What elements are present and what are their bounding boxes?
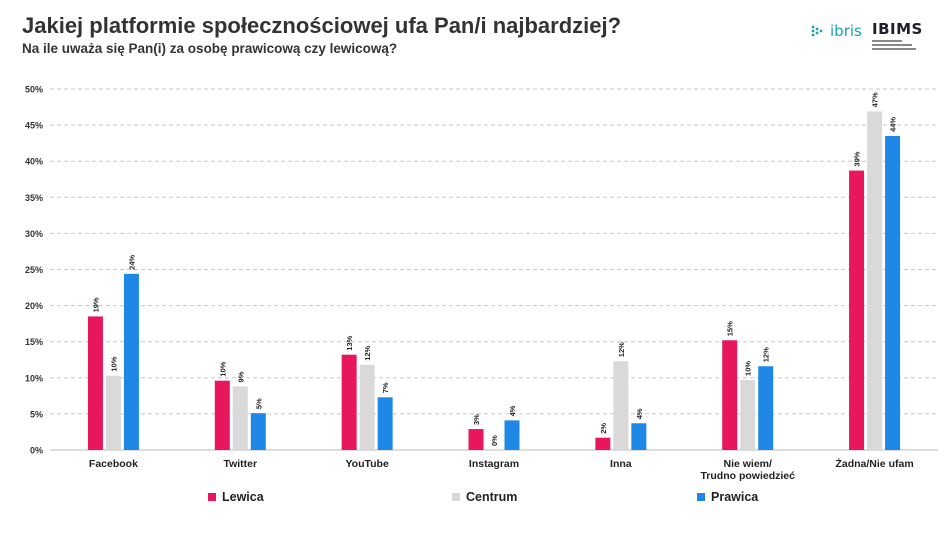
bar-prawica: [885, 135, 901, 450]
data-label: 9%: [236, 371, 245, 382]
y-tick-label: 45%: [25, 121, 43, 131]
bar-centrum: [740, 379, 756, 450]
bar-centrum: [359, 364, 375, 450]
data-label: 4%: [635, 408, 644, 419]
data-label: 13%: [345, 335, 354, 350]
legend-swatch: [452, 493, 460, 501]
y-tick-label: 35%: [25, 193, 43, 203]
legend-item-lewica: Lewica: [208, 490, 264, 504]
ibims-logo: IBIMS: [872, 20, 932, 50]
legend-label: Prawica: [711, 490, 759, 504]
ibris-dots-icon: [811, 25, 823, 37]
bar-prawica: [250, 413, 266, 450]
ibris-logo-text: ibris: [830, 22, 862, 40]
bar-lewica: [595, 437, 611, 450]
x-category-label: YouTube: [345, 458, 389, 470]
bar-prawica: [504, 420, 520, 450]
bar-lewica: [87, 316, 103, 450]
data-label: 39%: [853, 151, 862, 166]
x-category-label: Żadna/Nie ufam: [835, 457, 913, 470]
data-label: 44%: [889, 117, 898, 132]
legend-item-centrum: Centrum: [452, 490, 517, 504]
data-label: 5%: [254, 398, 263, 409]
legend-swatch: [208, 493, 216, 501]
x-category-label: Twitter: [223, 458, 257, 470]
data-label: 3%: [472, 414, 481, 425]
bar-lewica: [341, 354, 357, 450]
legend-label: Centrum: [466, 490, 518, 504]
y-tick-label: 25%: [25, 265, 43, 275]
data-label: 0%: [490, 435, 499, 446]
data-label: 12%: [762, 347, 771, 362]
x-category-label: Inna: [610, 458, 632, 470]
data-label: 10%: [744, 361, 753, 376]
x-category-label: Instagram: [469, 458, 519, 470]
bar-prawica: [377, 397, 393, 450]
bar-centrum: [613, 361, 629, 450]
data-label: 24%: [127, 254, 136, 269]
bar-centrum: [232, 386, 248, 450]
y-tick-label: 30%: [25, 229, 43, 239]
data-label: 2%: [599, 423, 608, 434]
legend-item-prawica: Prawica: [697, 490, 758, 504]
bar-centrum: [105, 375, 121, 450]
bar-lewica: [849, 170, 865, 450]
chart-title: Jakiej platformie społecznościowej ufa P…: [22, 13, 622, 38]
data-label: 19%: [91, 297, 100, 312]
bar-lewica: [468, 429, 484, 450]
data-label: 10%: [218, 361, 227, 376]
legend-label: Lewica: [222, 490, 264, 504]
data-label: 15%: [726, 321, 735, 336]
y-tick-label: 0%: [30, 446, 43, 456]
y-tick-label: 50%: [25, 85, 43, 95]
chart-legend: Lewica Centrum Prawica: [0, 490, 948, 510]
x-category-label: Facebook: [89, 458, 138, 470]
data-label: 12%: [363, 345, 372, 360]
y-tick-label: 40%: [25, 157, 43, 167]
chart-subtitle: Na ile uważa się Pan(i) za osobę prawico…: [22, 41, 398, 56]
y-tick-label: 15%: [25, 337, 43, 347]
bar-prawica: [631, 423, 647, 450]
data-label: 12%: [617, 342, 626, 357]
ibims-logo-caption-lines: [872, 40, 916, 50]
x-category-label: Trudno powiedzieć: [700, 470, 795, 482]
bar-prawica: [123, 273, 139, 450]
data-label: 10%: [109, 356, 118, 371]
data-label: 47%: [871, 92, 880, 107]
bar-centrum: [867, 111, 883, 450]
bar-lewica: [214, 380, 230, 450]
ibims-logo-text: IBIMS: [872, 20, 923, 38]
legend-swatch: [697, 493, 705, 501]
data-label: 4%: [508, 405, 517, 416]
y-tick-label: 10%: [25, 373, 43, 383]
y-tick-label: 5%: [30, 409, 43, 419]
y-tick-label: 20%: [25, 301, 43, 311]
bar-lewica: [722, 340, 738, 450]
data-label: 7%: [381, 382, 390, 393]
ibris-logo: ibris: [810, 22, 862, 40]
bar-prawica: [758, 366, 774, 450]
x-category-label: Nie wiem/: [723, 458, 772, 470]
